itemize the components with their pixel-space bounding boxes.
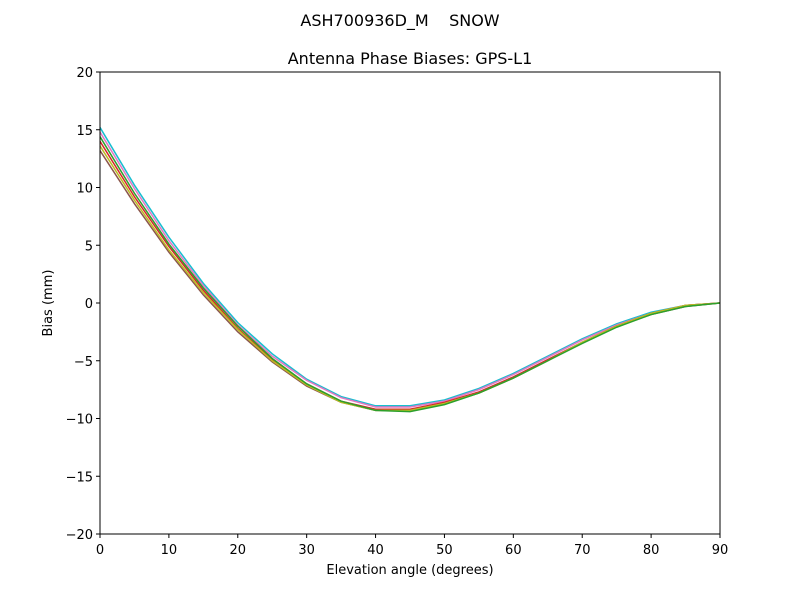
y-tick-label: −10 (66, 413, 93, 428)
x-tick-label: 20 (230, 543, 247, 558)
x-tick-label: 0 (96, 543, 104, 558)
series-line (99, 136, 721, 413)
y-axis-label: Bias (mm) (41, 270, 56, 337)
y-tick-label: 15 (76, 124, 93, 139)
x-tick-label: 90 (712, 543, 729, 558)
y-tick-label: 0 (85, 297, 93, 312)
x-axis-label: Elevation angle (degrees) (326, 563, 493, 578)
y-tick-label: 5 (85, 239, 93, 254)
y-tick-label: 20 (76, 66, 93, 81)
y-tick-label: −5 (74, 355, 93, 370)
x-tick-label: 40 (367, 543, 384, 558)
y-tick-label: 10 (76, 182, 93, 197)
chart-title: Antenna Phase Biases: GPS-L1 (288, 49, 533, 68)
y-tick-label: −20 (66, 528, 93, 543)
series-line (99, 127, 721, 407)
suptitle: ASH700936D_M SNOW (300, 11, 499, 31)
plot-area (99, 127, 721, 413)
series-line (99, 145, 721, 412)
x-tick-label: 30 (298, 543, 315, 558)
y-tick-label: −15 (66, 470, 93, 485)
x-tick-label: 10 (161, 543, 178, 558)
x-tick-label: 50 (436, 543, 453, 558)
x-tick-label: 60 (505, 543, 522, 558)
x-tick-label: 80 (643, 543, 660, 558)
x-tick-label: 70 (574, 543, 591, 558)
series-line (99, 131, 721, 408)
